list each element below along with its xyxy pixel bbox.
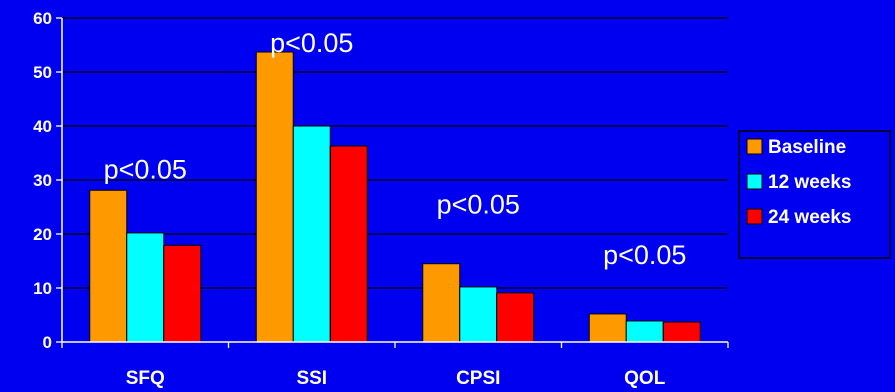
y-tick-label-10: 10 [33, 279, 52, 298]
bar-cpsi-baseline [422, 263, 461, 343]
y-tick-label-60: 60 [33, 9, 52, 28]
annotations: p<0.05 p<0.05 p<0.05 p<0.05 [104, 28, 687, 270]
annotation-ssi: p<0.05 [270, 28, 353, 58]
bar-ssi-12-weeks [292, 125, 331, 343]
y-tick-label-50: 50 [33, 63, 52, 82]
legend-swatch-baseline [746, 138, 763, 155]
bar-qol-24-weeks [662, 321, 701, 343]
bar-qol-12-weeks [625, 320, 664, 343]
x-category-label-cpsi: CPSI [456, 368, 500, 389]
bar-sfq-24-weeks [163, 244, 202, 343]
legend-label-baseline: Baseline [768, 137, 846, 158]
x-category-label-qol: QOL [624, 368, 666, 389]
annotation-sfq: p<0.05 [104, 154, 187, 184]
y-tick-labels: 0 10 20 30 40 50 60 [33, 9, 52, 352]
legend: Baseline 12 weeks 24 weeks [738, 130, 891, 259]
axes [56, 17, 729, 348]
y-tick-label-20: 20 [33, 225, 52, 244]
annotation-cpsi: p<0.05 [437, 190, 520, 220]
x-category-label-sfq: SFQ [126, 368, 165, 389]
annotation-qol: p<0.05 [603, 240, 686, 270]
bar-qol-baseline [588, 313, 627, 343]
legend-label-24-weeks: 24 weeks [768, 207, 851, 228]
x-category-label-ssi: SSI [296, 368, 327, 389]
legend-frame [738, 130, 891, 259]
bar-cpsi-24-weeks [496, 292, 535, 343]
bar-ssi-baseline [255, 51, 294, 343]
y-tick-label-0: 0 [43, 333, 52, 352]
y-tick-label-40: 40 [33, 117, 52, 136]
legend-label-12-weeks: 12 weeks [768, 172, 851, 193]
y-tick-label-30: 30 [33, 171, 52, 190]
bar-sfq-12-weeks [126, 232, 165, 343]
bar-cpsi-12-weeks [459, 286, 498, 343]
x-category-labels: SFQ SSI CPSI QOL [126, 368, 666, 389]
bar-sfq-baseline [89, 189, 128, 343]
bar-ssi-24-weeks [329, 145, 368, 343]
bars [89, 51, 701, 343]
legend-swatch-24-weeks [746, 208, 763, 225]
gridlines [62, 17, 728, 289]
legend-swatch-12-weeks [746, 173, 763, 190]
